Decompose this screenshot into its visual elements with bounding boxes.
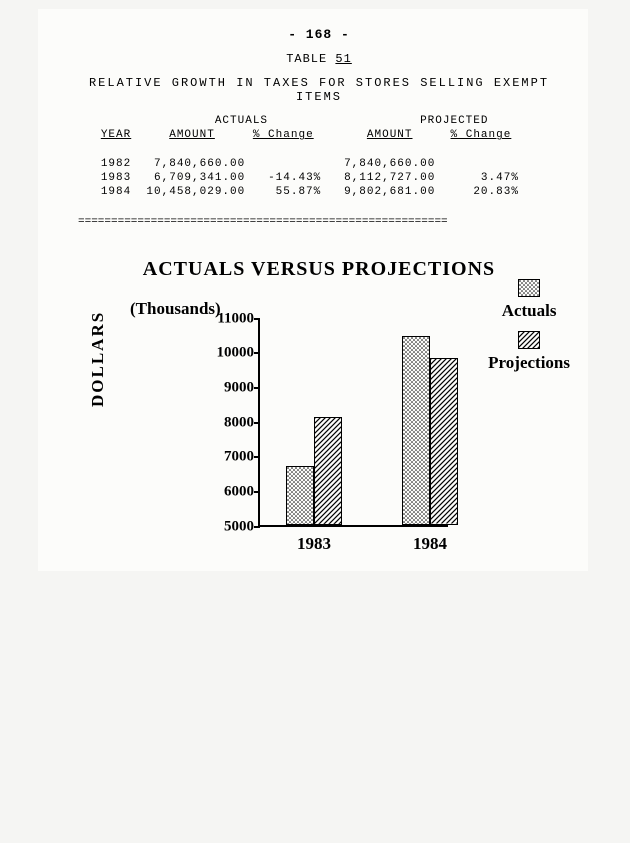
table-number: 51 (335, 52, 351, 66)
y-tick-mark (254, 387, 260, 389)
y-tick-mark (254, 526, 260, 528)
bar-actuals-1984 (402, 336, 430, 525)
y-tick-mark (254, 456, 260, 458)
column-header-row: YEAR AMOUNT % Change AMOUNT % Change (78, 129, 511, 141)
plot-area: 11000100009000800070006000500019831984 (258, 319, 448, 527)
legend-swatch-projections (518, 331, 540, 349)
table-label-prefix: TABLE (286, 52, 335, 66)
legend-item: Actuals (488, 279, 570, 321)
x-tick-label: 1984 (400, 534, 460, 554)
data-table: ACTUALS PROJECTED YEAR AMOUNT % Change A… (78, 114, 560, 200)
page-number: - 168 - (78, 27, 560, 42)
legend-label: Projections (488, 353, 570, 373)
chart-legend: Actuals Projections (488, 279, 570, 383)
y-tick-mark (254, 491, 260, 493)
group-header-row: ACTUALS PROJECTED (78, 115, 489, 127)
y-tick-label: 6000 (200, 484, 260, 501)
table-label: TABLE 51 (78, 52, 560, 66)
bar-chart: (Thousands) DOLLARS 11000100009000800070… (78, 299, 560, 599)
report-title: RELATIVE GROWTH IN TAXES FOR STORES SELL… (78, 76, 560, 104)
divider-line: ========================================… (78, 216, 560, 228)
document-page: - 168 - TABLE 51 RELATIVE GROWTH IN TAXE… (38, 9, 588, 571)
bar-projections-1983 (314, 417, 342, 525)
table-row: 1982 7,840,660.00 7,840,660.00 (78, 158, 435, 170)
y-tick-label: 10000 (200, 345, 260, 362)
y-tick-mark (254, 422, 260, 424)
y-tick-mark (254, 318, 260, 320)
bar-actuals-1983 (286, 466, 314, 525)
y-tick-label: 11000 (200, 310, 260, 327)
y-tick-label: 7000 (200, 449, 260, 466)
table-row: 1983 6,709,341.00 -14.43% 8,112,727.00 3… (78, 172, 519, 184)
legend-label: Actuals (488, 301, 570, 321)
y-tick-mark (254, 352, 260, 354)
y-tick-label: 5000 (200, 518, 260, 535)
y-tick-label: 9000 (200, 380, 260, 397)
legend-swatch-actuals (518, 279, 540, 297)
y-tick-label: 8000 (200, 414, 260, 431)
bar-projections-1984 (430, 358, 458, 525)
y-axis-label: DOLLARS (88, 311, 108, 407)
legend-item: Projections (488, 331, 570, 373)
chart-title: ACTUALS VERSUS PROJECTIONS (78, 258, 560, 281)
x-tick-label: 1983 (284, 534, 344, 554)
table-row: 1984 10,458,029.00 55.87% 9,802,681.00 2… (78, 186, 519, 198)
